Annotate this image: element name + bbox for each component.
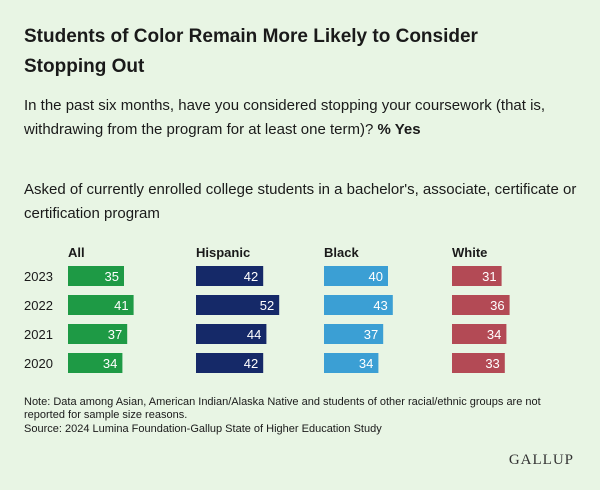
- value-label-hispanic-2020: 42: [244, 356, 258, 371]
- value-label-hispanic-2022: 52: [260, 298, 274, 313]
- question-emphasis: % Yes: [377, 121, 421, 138]
- bar-all-2020: [68, 353, 123, 373]
- series-label-white: White: [452, 245, 487, 260]
- year-label-2023: 2023: [24, 269, 53, 284]
- bar-black-2022: [324, 295, 393, 315]
- value-label-black-2022: 43: [373, 298, 387, 313]
- year-label-2021: 2021: [24, 327, 53, 342]
- bar-all-2022: [68, 295, 134, 315]
- series-label-black: Black: [324, 245, 359, 260]
- bar-black-2021: [324, 324, 384, 344]
- bar-chart: 2023202220212020All35413734Hispanic42524…: [24, 245, 510, 373]
- value-label-black-2023: 40: [369, 269, 383, 284]
- chart-title: Students of Color Remain More Likely to …: [24, 26, 478, 77]
- bar-hispanic-2021: [196, 324, 267, 344]
- population-note: Asked of currently enrolled college stud…: [24, 181, 577, 222]
- bar-all-2021: [68, 324, 128, 344]
- value-label-all-2021: 37: [108, 327, 122, 342]
- bar-white-2022: [452, 295, 510, 315]
- value-label-white-2020: 33: [485, 356, 499, 371]
- bar-white-2020: [452, 353, 505, 373]
- value-label-all-2022: 41: [114, 298, 128, 313]
- value-label-all-2023: 35: [105, 269, 119, 284]
- bar-hispanic-2020: [196, 353, 264, 373]
- bar-hispanic-2023: [196, 266, 264, 286]
- value-label-black-2021: 37: [364, 327, 378, 342]
- bar-black-2020: [324, 353, 379, 373]
- bar-all-2023: [68, 266, 124, 286]
- gallup-logo: GALLUP: [508, 452, 574, 468]
- value-label-black-2020: 34: [359, 356, 373, 371]
- value-label-white-2022: 36: [490, 298, 504, 313]
- series-label-all: All: [68, 245, 85, 260]
- bar-hispanic-2022: [196, 295, 280, 315]
- bar-white-2023: [452, 266, 502, 286]
- year-label-2022: 2022: [24, 298, 53, 313]
- value-label-white-2023: 31: [482, 269, 496, 284]
- value-label-hispanic-2023: 42: [244, 269, 258, 284]
- value-label-white-2021: 34: [487, 327, 501, 342]
- survey-question: In the past six months, have you conside…: [24, 94, 584, 142]
- question-text: In the past six months, have you conside…: [24, 97, 546, 138]
- value-label-all-2020: 34: [103, 356, 117, 371]
- bar-black-2023: [324, 266, 388, 286]
- series-label-hispanic: Hispanic: [196, 245, 250, 260]
- year-label-2020: 2020: [24, 356, 53, 371]
- value-label-hispanic-2021: 44: [247, 327, 261, 342]
- bar-white-2021: [452, 324, 507, 344]
- footnote: Note: Data among Asian, American Indian/…: [24, 396, 541, 421]
- source-note: Source: 2024 Lumina Foundation-Gallup St…: [24, 423, 382, 435]
